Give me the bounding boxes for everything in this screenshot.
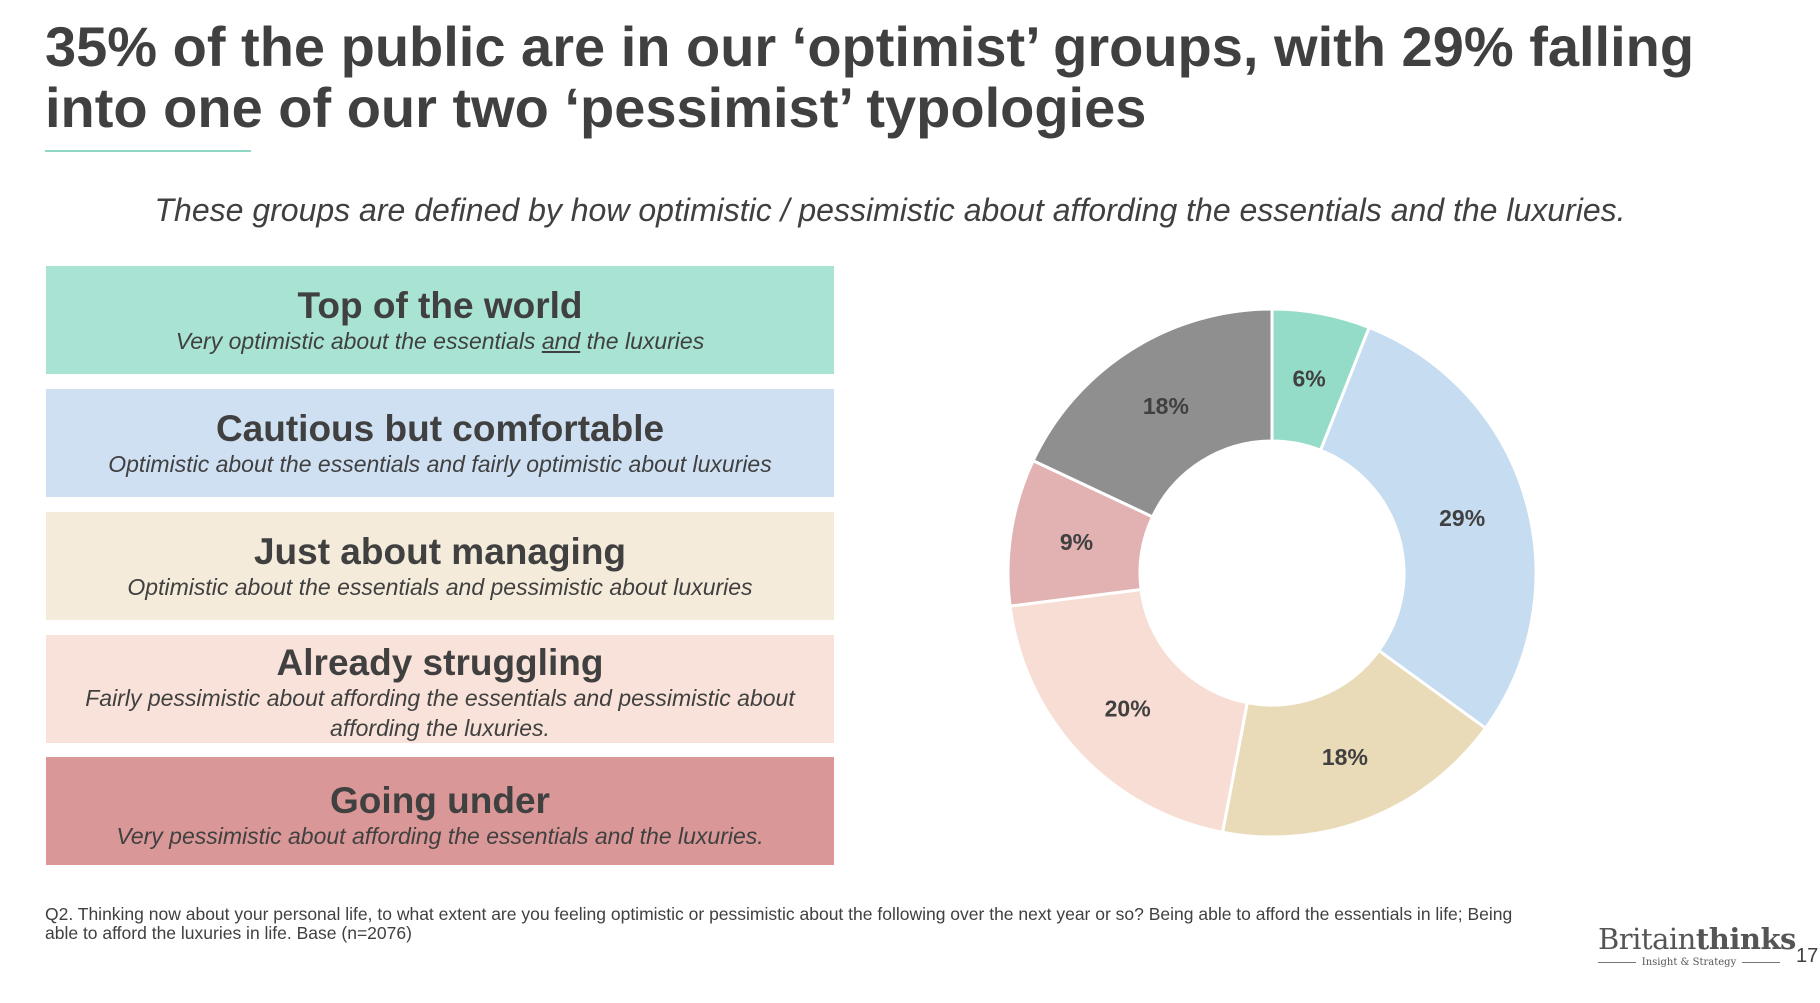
group-name: Top of the world [297,285,583,326]
page-title: 35% of the public are in our ‘optimist’ … [45,15,1695,139]
group-description: Optimistic about the essentials and fair… [108,451,772,477]
group-name: Cautious but comfortable [215,408,665,449]
slice-label-1: 29% [1439,505,1485,531]
slice-label-5: 18% [1143,393,1189,419]
donut-chart: 6% 29% 18% 20% 9% 18% [1006,307,1538,839]
group-just-about-managing: Just about managing Optimistic about the… [46,512,834,620]
footnote: Q2. Thinking now about your personal lif… [45,904,1513,943]
donut-slice-2 [1220,648,1488,839]
donut-slice-3 [1008,587,1250,835]
group-cautious-but-comfortable: Cautious but comfortable Optimistic abou… [46,389,834,497]
donut-slice-5 [1031,307,1274,519]
group-name: Already struggling [276,642,604,683]
title-underline [45,150,251,152]
group-going-under: Going under Very pessimistic about affor… [46,757,834,865]
slice-label-4: 9% [1060,529,1093,555]
page-number: 17 [1796,945,1819,967]
subtitle: These groups are defined by how optimist… [154,192,1626,228]
slice-label-3: 20% [1105,696,1151,722]
donut-slice-1 [1318,325,1538,731]
logo-tagline-row: Insight & Strategy [1598,957,1781,968]
group-description: Fairly pessimistic about affording the e… [85,685,795,741]
logo-wordmark: Britainthinks [1598,922,1796,956]
slice-label-2: 18% [1322,744,1368,770]
logo-tagline: Insight & Strategy [1641,957,1737,968]
group-already-struggling: Already struggling Fairly pessimistic ab… [46,635,834,743]
britainthinks-logo: Britainthinks Insight & Strategy [1598,922,1796,968]
slice-label-0: 6% [1292,366,1325,392]
group-name: Going under [330,780,550,821]
group-description: Very optimistic about the essentials and… [175,328,705,354]
group-name: Just about managing [253,531,627,572]
group-description: Optimistic about the essentials and pess… [127,574,753,600]
group-top-of-the-world: Top of the world Very optimistic about t… [46,266,834,374]
group-description: Very pessimistic about affording the ess… [116,823,764,849]
